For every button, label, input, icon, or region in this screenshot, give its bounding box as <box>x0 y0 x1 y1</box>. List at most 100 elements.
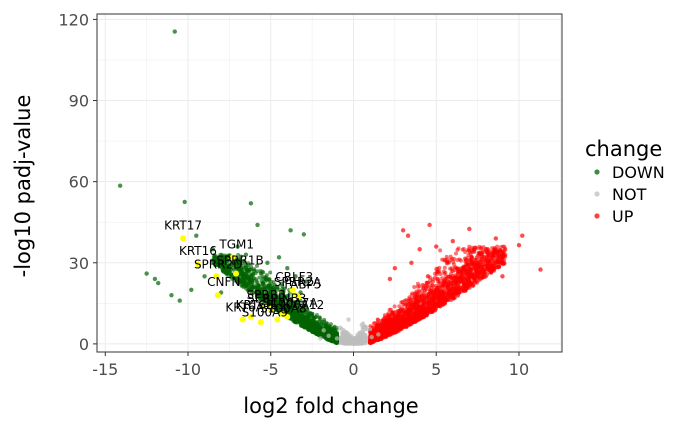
highlight-point <box>247 313 254 320</box>
cloud-point-up <box>445 293 450 298</box>
cloud-point-up <box>376 321 381 326</box>
cloud-point-down <box>236 256 241 261</box>
cloud-point-up <box>463 288 468 293</box>
data-point-down <box>276 255 282 260</box>
gene-label: S100A12 <box>270 298 324 312</box>
gene-label: S100A8 <box>260 302 306 316</box>
cloud-point-up <box>429 299 434 304</box>
cloud-point-up <box>375 317 380 322</box>
y-axis: 0 30 60 90 120 <box>58 10 97 354</box>
cloud-point-down <box>211 255 216 260</box>
cloud-point-down <box>285 310 290 315</box>
cloud-point-up <box>467 249 472 254</box>
data-point-down <box>260 284 265 290</box>
y-axis-title: -log10 padj-value <box>11 95 35 278</box>
cloud-point-up <box>441 290 446 295</box>
cloud-point-up <box>466 284 471 289</box>
cloud-point-up <box>402 302 407 307</box>
cloud-point-up <box>472 257 477 262</box>
cloud-point-up <box>503 247 508 252</box>
cloud-point-down <box>281 289 286 294</box>
cloud-point-down <box>280 286 285 291</box>
cloud-point-down <box>312 316 317 321</box>
gene-label: SPRR1B <box>216 254 263 268</box>
gene-label: TGM1 <box>218 237 254 251</box>
cloud-point-up <box>474 267 479 272</box>
cloud-point-up <box>446 298 451 303</box>
gene-label: KRT17 <box>164 218 202 232</box>
cloud-point-down <box>244 283 249 288</box>
gene-label: S100A9 <box>242 305 288 319</box>
cloud-point-down <box>259 279 264 284</box>
highlight-point <box>213 273 220 280</box>
highlight-point <box>194 261 201 268</box>
cloud-point-up <box>376 336 381 341</box>
data-point-up <box>442 257 447 263</box>
cloud-point-up <box>371 321 376 326</box>
cloud-point-down <box>277 301 282 306</box>
cloud-point-down <box>249 264 254 269</box>
cloud-point-up <box>479 245 484 250</box>
cloud-point-up <box>411 314 416 319</box>
cloud-point-down <box>311 319 316 324</box>
cloud-point-down <box>291 304 296 309</box>
data-point-down <box>210 247 216 252</box>
x-axis: -15 -10 -5 0 5 10 <box>92 352 529 379</box>
cloud-point-up <box>435 266 440 271</box>
cloud-point-down <box>334 340 339 345</box>
data-point-up <box>483 247 489 252</box>
cloud-point-down <box>255 269 260 274</box>
cloud-point-up <box>368 340 373 345</box>
cloud-point-up <box>502 244 507 249</box>
cloud-point-not <box>338 336 343 341</box>
data-point-up <box>427 222 432 228</box>
data-point-not <box>367 326 373 332</box>
cloud-point-down <box>213 262 218 267</box>
cloud-point-down <box>301 299 306 304</box>
data-point-down <box>301 232 307 237</box>
gene-label: SPRR3 <box>247 288 286 302</box>
cloud-point-down <box>312 329 317 334</box>
panel-border <box>96 13 563 353</box>
cloud-point-down <box>268 290 273 295</box>
cloud-point-down <box>301 323 306 328</box>
cloud-point-up <box>402 311 407 316</box>
data-point-down <box>243 252 249 257</box>
cloud-point-up <box>493 261 498 266</box>
y-tick-label: 30 <box>69 254 89 273</box>
cloud-point-up <box>442 281 447 286</box>
legend-label-up: UP <box>612 207 634 226</box>
data-point-down <box>235 244 240 249</box>
data-point-up <box>493 236 499 241</box>
data-point-down <box>194 233 199 238</box>
cloud-point-up <box>430 277 435 282</box>
cloud-point-up <box>440 283 445 288</box>
cloud-point-up <box>450 256 455 261</box>
cloud-point-down <box>281 293 286 298</box>
cloud-point-down <box>244 267 249 272</box>
data-point-not <box>347 340 353 345</box>
cloud-point-up <box>417 284 422 289</box>
cloud-point-up <box>425 304 430 309</box>
cloud-point-down <box>318 332 323 337</box>
cloud-point-up <box>434 283 439 288</box>
data-point-not <box>334 336 340 341</box>
data-point-down <box>117 183 123 188</box>
cloud-point-not <box>355 332 360 337</box>
cloud-point-up <box>394 325 399 330</box>
cloud-point-up <box>477 257 482 262</box>
highlight-point <box>180 235 187 242</box>
cloud-point-up <box>414 294 419 299</box>
cloud-point-not <box>341 333 346 338</box>
legend-label-not: NOT <box>612 185 647 204</box>
cloud-point-up <box>424 280 429 285</box>
cloud-point-up <box>482 270 487 275</box>
cloud-point-up <box>399 321 404 326</box>
data-point-down <box>252 268 257 274</box>
cloud-point-down <box>242 260 247 265</box>
data-point-not <box>346 317 351 322</box>
x-tick-label: 0 <box>348 360 358 379</box>
cloud-point-up <box>386 311 391 316</box>
cloud-point-down <box>274 307 279 312</box>
cloud-point-up <box>426 299 431 304</box>
